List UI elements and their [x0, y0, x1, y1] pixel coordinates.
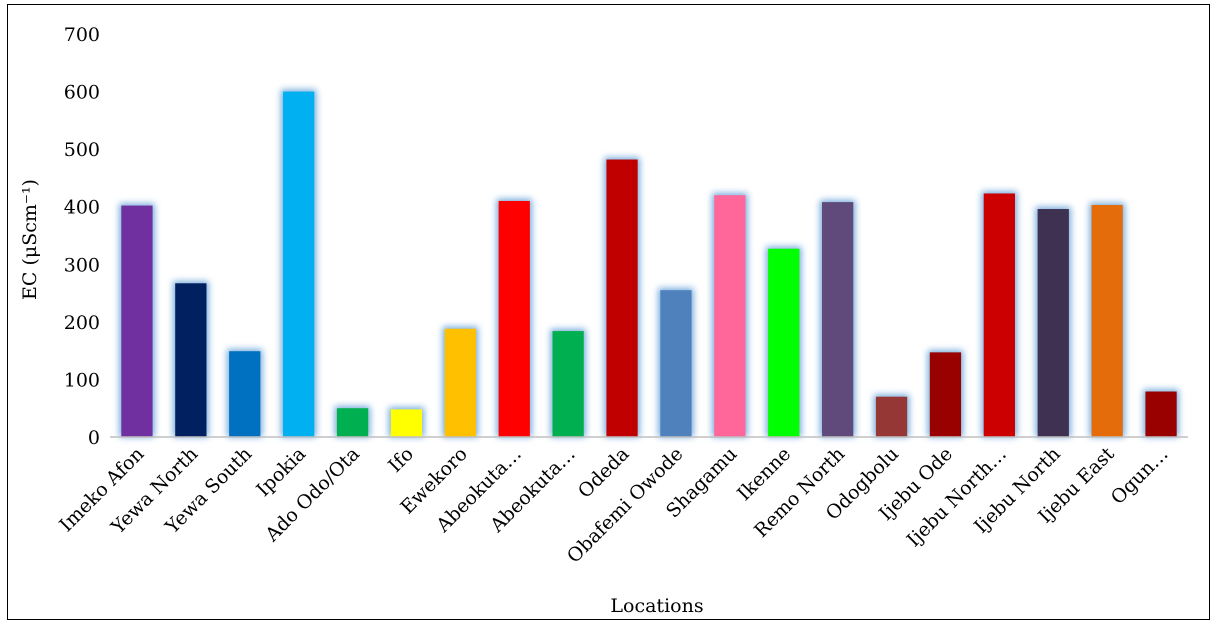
bar: [1037, 209, 1069, 437]
bar: [175, 283, 207, 437]
bar: [444, 328, 476, 437]
y-tick-label: 200: [64, 312, 100, 334]
y-axis-title: EC (μScm⁻¹): [19, 179, 41, 300]
bar: [229, 351, 261, 437]
bars: [121, 91, 1177, 438]
bar: [875, 396, 908, 437]
bar: [660, 290, 692, 437]
y-tick-labels: 0 100 200 300 400 500 600 700: [64, 24, 100, 449]
y-tick-label: 0: [88, 427, 100, 449]
bar: [768, 248, 800, 437]
y-tick-label: 700: [64, 24, 100, 46]
bar: [283, 91, 315, 438]
bar: [822, 202, 854, 437]
y-tick-label: 600: [64, 82, 100, 104]
bar: [336, 408, 369, 437]
bar: [1091, 204, 1123, 437]
x-tick-label: Ado Odo/Ota: [261, 443, 365, 547]
bar: [498, 200, 530, 437]
x-tick-label: Ogun…: [1107, 443, 1173, 509]
bar: [1145, 391, 1177, 437]
x-tick-label: Ifo: [384, 443, 418, 477]
bar: [552, 331, 584, 437]
bar: [983, 193, 1015, 437]
y-tick-label: 500: [64, 139, 100, 161]
bar: [390, 409, 423, 437]
x-axis-title: Locations: [610, 595, 703, 617]
bar: [714, 195, 746, 437]
bar: [121, 205, 153, 437]
y-tick-label: 300: [64, 254, 100, 276]
bar-glow-layer: [119, 89, 1179, 438]
bar: [929, 352, 962, 437]
y-tick-label: 100: [64, 369, 100, 391]
bar: [606, 159, 638, 437]
y-tick-label: 400: [64, 197, 100, 219]
